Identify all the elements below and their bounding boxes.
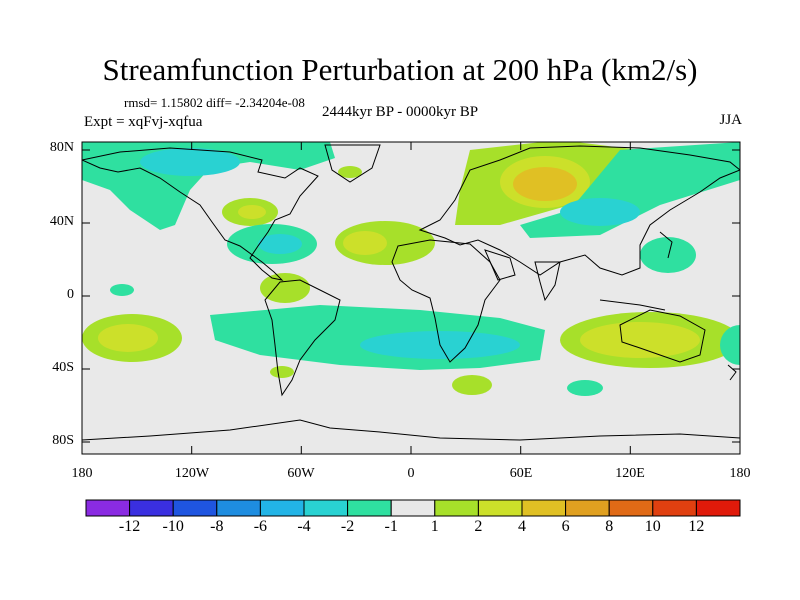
colorbar-swatch — [259, 499, 305, 517]
lat-label: 80N — [49, 140, 74, 155]
colorbar-label: -2 — [340, 518, 355, 535]
colorbar-label: -1 — [384, 518, 398, 535]
colorbar-label: -6 — [253, 518, 268, 535]
colorbar-swatch — [85, 499, 131, 517]
colorbar-label: -12 — [118, 518, 141, 535]
experiment-line: Expt = xqFvj-xqfua — [84, 114, 203, 130]
colorbar-label: 4 — [518, 518, 526, 535]
anomaly-region-positive — [260, 273, 310, 303]
lon-label: 120E — [615, 466, 645, 481]
colorbar-swatch — [608, 499, 654, 517]
lon-label: 180 — [729, 466, 751, 481]
lat-ticks — [82, 149, 740, 443]
anomaly-region-positive — [452, 375, 492, 395]
lon-ticks — [81, 142, 741, 454]
colorbar-label: 10 — [644, 518, 661, 535]
lon-label: 60W — [287, 466, 315, 481]
anomaly-region-positive — [238, 205, 266, 219]
colorbar-label: -10 — [162, 518, 184, 535]
season-label: JJA — [719, 112, 742, 128]
colorbar-swatch — [347, 499, 392, 517]
colorbar-swatch — [172, 499, 218, 517]
lat-label: 0 — [67, 287, 74, 302]
colorbar-swatch — [216, 499, 261, 517]
stats-line: rmsd= 1.15802 diff= -2.34204e-08 — [124, 95, 305, 110]
colorbar-label: -4 — [297, 518, 311, 535]
colorbar-swatch — [434, 499, 479, 517]
colorbar-swatch — [565, 499, 610, 517]
colorbar-swatch — [303, 499, 349, 517]
colorbar-label: 6 — [561, 518, 570, 535]
colorbar — [85, 499, 741, 517]
anomaly-region-positive — [513, 167, 577, 201]
anomaly-region-positive — [98, 324, 158, 352]
period-line: 2444kyr BP - 0000kyr BP — [321, 104, 479, 120]
colorbar-swatch — [652, 499, 697, 517]
lon-label: 120W — [174, 466, 210, 481]
colorbar-label: 1 — [430, 518, 439, 535]
anomaly-region-negative — [258, 234, 302, 254]
anomaly-region-positive — [343, 231, 387, 255]
lat-label: 40N — [49, 214, 74, 229]
colorbar-label: 8 — [605, 518, 614, 535]
anomaly-region-negative — [140, 148, 240, 176]
anomaly-region-negative — [110, 284, 134, 296]
colorbar-swatch — [695, 499, 741, 517]
anomaly-region-negative — [720, 325, 740, 365]
colorbar-swatch — [390, 499, 436, 517]
colorbar-swatch — [129, 499, 174, 517]
anomaly-region-positive — [580, 322, 700, 358]
colorbar-label: 2 — [474, 518, 483, 535]
colorbar-swatch — [477, 499, 523, 517]
lon-label: 180 — [71, 466, 93, 481]
colorbar-swatch — [521, 499, 567, 517]
colorbar-label: -8 — [210, 518, 224, 535]
lon-label: 0 — [407, 466, 415, 481]
anomaly-region-positive — [270, 366, 294, 378]
anomaly-region-positive — [338, 166, 362, 178]
coastlines — [82, 144, 740, 441]
anomaly-region-negative — [640, 237, 696, 273]
colorbar-label: 12 — [688, 518, 705, 535]
contour-fills — [82, 142, 740, 396]
map-title: Streamfunction Perturbation at 200 hPa (… — [102, 52, 698, 87]
anomaly-region-negative — [567, 380, 603, 396]
lon-label: 60E — [509, 466, 533, 481]
lat-label: 40S — [52, 360, 74, 375]
lat-label: 80S — [52, 433, 74, 448]
anomaly-region-negative — [560, 198, 640, 226]
